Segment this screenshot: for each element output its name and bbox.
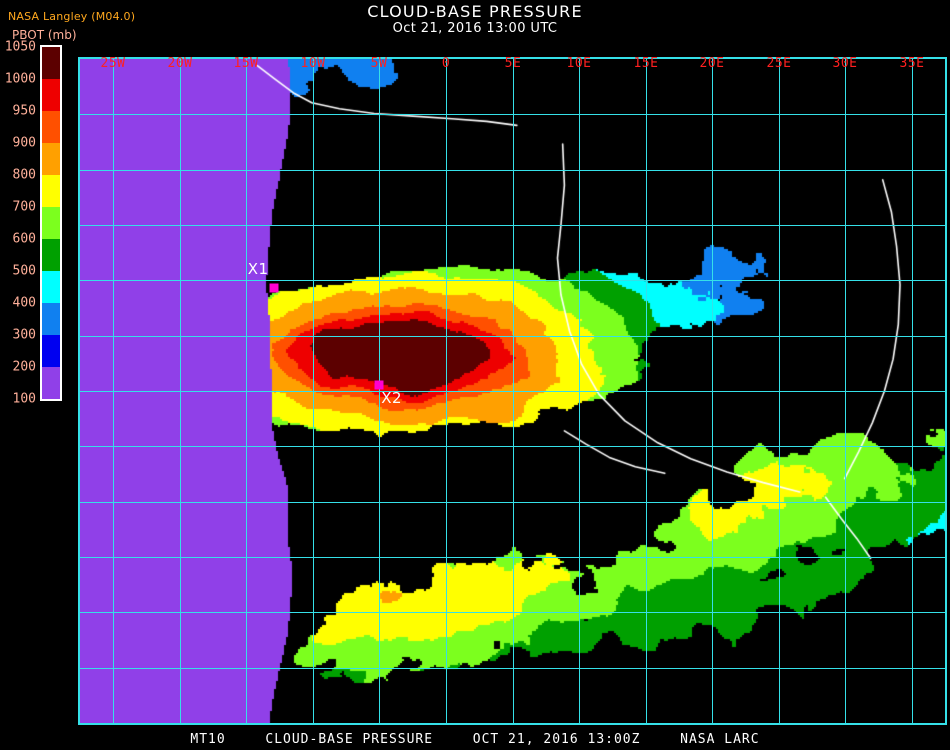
lon-label-15W: 15W <box>233 56 259 71</box>
colorbar <box>40 45 62 401</box>
colorbar-band-4 <box>42 175 60 207</box>
colorbar-band-7 <box>42 271 60 303</box>
colorbar-tick-300: 300 <box>12 327 36 343</box>
colorbar-tick-800: 800 <box>12 167 36 183</box>
title-block: CLOUD-BASE PRESSURE Oct 21, 2016 13:00 U… <box>0 2 950 37</box>
colorbar-band-9 <box>42 335 60 367</box>
colorbar-band-2 <box>42 111 60 143</box>
colorbar-band-5 <box>42 207 60 239</box>
colorbar-tick-500: 500 <box>12 263 36 279</box>
colorbar-tick-900: 900 <box>12 135 36 151</box>
colorbar-tick-950: 950 <box>12 103 36 119</box>
colorbar-band-8 <box>42 303 60 335</box>
colorbar-band-1 <box>42 79 60 111</box>
footer-source: NASA LARC <box>680 732 760 747</box>
lon-label-5W: 5W <box>370 56 388 71</box>
footer-timestamp: OCT 21, 2016 13:00Z <box>472 732 641 747</box>
lon-label-5E: 5E <box>504 56 522 71</box>
colorbar-tick-400: 400 <box>12 295 36 311</box>
lon-label-35E: 35E <box>899 56 925 71</box>
footer-product-name: CLOUD-BASE PRESSURE <box>265 732 434 747</box>
colorbar-tick-100: 100 <box>12 391 36 407</box>
lon-label-25E: 25E <box>766 56 792 71</box>
colorbar-band-6 <box>42 239 60 271</box>
site-marker-X1[interactable] <box>269 283 279 293</box>
page-title: CLOUD-BASE PRESSURE <box>367 2 583 21</box>
lon-label-10W: 10W <box>300 56 326 71</box>
lon-label-15E: 15E <box>633 56 659 71</box>
map-panel[interactable]: X1 X2 <box>78 57 947 725</box>
page-subtitle: Oct 21, 2016 13:00 UTC <box>392 21 558 36</box>
colorbar-band-10 <box>42 367 60 399</box>
colorbar-band-3 <box>42 143 60 175</box>
cloud-base-pressure-raster <box>80 59 945 723</box>
colorbar-tick-1000: 1000 <box>4 71 36 87</box>
colorbar-tick-700: 700 <box>12 199 36 215</box>
colorbar-tick-labels: 1050 1000 950 900 800 700 600 500 400 300 200 100 <box>0 40 36 407</box>
colorbar-bands <box>42 47 60 399</box>
lon-label-0: 0 <box>441 56 451 71</box>
lon-label-30E: 30E <box>832 56 858 71</box>
colorbar-tick-600: 600 <box>12 231 36 247</box>
colorbar-tick-1050: 1050 <box>4 39 36 55</box>
status-bar: MT10 CLOUD-BASE PRESSURE OCT 21, 2016 13… <box>0 732 950 747</box>
colorbar-tick-200: 200 <box>12 359 36 375</box>
colorbar-title: PBOT (mb) <box>12 28 77 42</box>
lon-label-20E: 20E <box>699 56 725 71</box>
lon-label-25W: 25W <box>100 56 126 71</box>
site-marker-X2[interactable] <box>374 380 384 390</box>
site-label-X2: X2 <box>381 389 403 408</box>
colorbar-frame <box>40 45 62 401</box>
colorbar-band-0 <box>42 47 60 79</box>
lon-label-20W: 20W <box>167 56 193 71</box>
site-label-X1: X1 <box>247 260 269 279</box>
agency-label: NASA Langley (M04.0) <box>8 10 136 23</box>
footer-product-code: MT10 <box>190 732 226 747</box>
lon-label-10E: 10E <box>566 56 592 71</box>
